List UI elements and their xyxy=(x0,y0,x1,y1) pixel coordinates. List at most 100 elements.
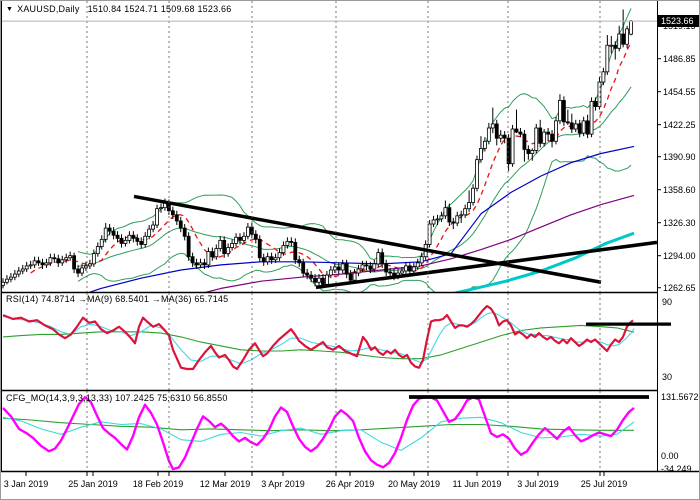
trendline-ascending xyxy=(315,240,657,290)
candle-body xyxy=(321,277,325,285)
candle-body xyxy=(597,81,602,107)
candle-body xyxy=(356,268,361,274)
candle-body xyxy=(222,239,227,255)
candle-body xyxy=(127,234,132,241)
candle-body xyxy=(629,20,633,35)
candle-body xyxy=(91,253,96,265)
candle-body xyxy=(8,276,13,280)
candle-body xyxy=(380,252,385,265)
candle-body xyxy=(400,270,404,274)
candle-body xyxy=(364,264,369,267)
candle-body xyxy=(589,101,594,135)
candle-body xyxy=(64,257,69,261)
candle-body xyxy=(324,274,329,285)
candle-body xyxy=(403,265,408,272)
candle-body xyxy=(479,148,483,161)
candle-body xyxy=(155,208,159,226)
candle-body xyxy=(388,271,393,274)
price-axis-label: 1422.25 xyxy=(663,119,696,130)
candle-body xyxy=(352,272,357,281)
candle-body xyxy=(459,214,464,217)
candle-body xyxy=(617,33,622,49)
candle-body xyxy=(593,101,598,107)
candle-body xyxy=(178,220,183,229)
candle-body xyxy=(72,255,76,270)
cfg-axis-label: -34.249 xyxy=(661,464,692,474)
candle-body xyxy=(273,257,278,261)
cfg-axis-label: 131.5672 xyxy=(661,392,699,402)
candle-body xyxy=(475,159,479,189)
candle-body xyxy=(601,71,606,83)
candle-body xyxy=(84,265,88,269)
candle-body xyxy=(99,238,104,247)
candle-body xyxy=(257,238,262,259)
candle-body xyxy=(123,239,128,244)
price-axis-label: 1390.90 xyxy=(663,151,696,162)
candle-body xyxy=(214,248,219,258)
candle-body xyxy=(24,265,29,270)
candle-body xyxy=(143,235,148,245)
candle-body xyxy=(562,100,566,123)
symbol-period-label: XAUUSD,Daily xyxy=(17,4,80,14)
candle-body xyxy=(621,33,626,45)
candle-body xyxy=(95,246,100,255)
candle-body xyxy=(198,262,203,266)
date-axis-label: 25 Jul 2019 xyxy=(580,479,628,489)
candle-body xyxy=(285,240,290,246)
rsi-ma36-line xyxy=(2,324,635,360)
candle-body xyxy=(585,120,590,135)
candle-body xyxy=(36,260,41,264)
cfg-slow-line xyxy=(2,417,634,432)
candle-body xyxy=(565,121,570,124)
candle-body xyxy=(546,131,550,135)
candle-body xyxy=(12,273,17,278)
candle-body xyxy=(439,215,444,220)
candle-body xyxy=(486,127,491,142)
candle-body xyxy=(451,221,456,224)
date-axis-label: 3 Apr 2019 xyxy=(261,479,305,489)
candle-body xyxy=(534,127,539,151)
candle-body xyxy=(234,236,238,244)
candle-body xyxy=(613,44,618,49)
candle-body xyxy=(277,252,282,259)
candle-body xyxy=(542,131,547,144)
candle-body xyxy=(16,270,21,275)
candle-body xyxy=(269,256,274,261)
candle-body xyxy=(44,262,49,266)
date-axis-label: 26 Apr 2019 xyxy=(325,479,375,489)
candle-body xyxy=(238,236,242,241)
price-axis-label: 1294.00 xyxy=(663,250,696,261)
candle-body xyxy=(427,223,432,245)
candle-body xyxy=(431,219,436,225)
candle-body xyxy=(40,262,45,266)
date-axis-label: 3 Jan 2019 xyxy=(3,479,49,489)
candle-body xyxy=(455,215,460,224)
price-axis-label: 1262.65 xyxy=(663,282,696,293)
candle-body xyxy=(265,256,270,263)
candle-body xyxy=(131,234,136,239)
candle-body xyxy=(463,208,468,216)
candle-body xyxy=(573,123,578,130)
candle-body xyxy=(510,128,515,165)
candle-body xyxy=(344,263,349,275)
date-axis-label: 20 May 2019 xyxy=(387,479,441,489)
candle-body xyxy=(139,240,144,245)
symbol-dropdown-icon[interactable]: ▼ xyxy=(6,6,14,13)
candle-body xyxy=(226,247,231,255)
candle-body xyxy=(48,257,53,264)
candle-body xyxy=(206,251,211,266)
candle-body xyxy=(305,272,310,276)
candle-body xyxy=(482,140,487,149)
candle-body xyxy=(245,226,250,237)
candle-body xyxy=(202,262,207,266)
candle-body xyxy=(550,133,554,142)
candle-body xyxy=(313,277,317,283)
candle-body xyxy=(522,133,527,150)
candle-body xyxy=(88,263,92,267)
candle-body xyxy=(111,230,116,236)
candle-body xyxy=(609,44,614,47)
rsi-indicator-header: RSI(14) 74.8714 →MA(9) 68.5401 →MA(36) 6… xyxy=(6,294,229,304)
candle-body xyxy=(20,268,25,272)
